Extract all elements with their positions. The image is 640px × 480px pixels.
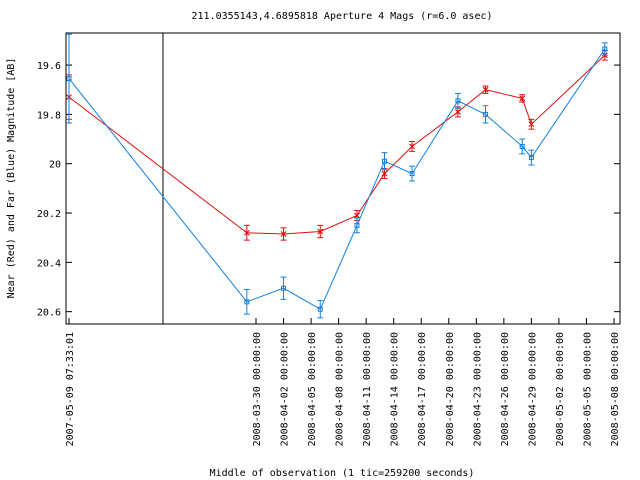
- y-tick-label: 20.6: [37, 308, 61, 319]
- y-tick-label: 20.2: [37, 209, 61, 220]
- series-near-red: [66, 49, 608, 241]
- series-layer: [66, 33, 608, 319]
- x-tick-label: 2008-05-02 00:00:00: [555, 332, 566, 446]
- y-tick-label: 20: [49, 160, 61, 171]
- data-point: [482, 111, 488, 117]
- x-tick-label: 2008-04-11 00:00:00: [362, 332, 373, 446]
- data-point: [66, 76, 72, 82]
- data-point: [409, 171, 415, 177]
- data-point: [602, 46, 608, 52]
- x-tick-label: 2008-04-26 00:00:00: [500, 332, 511, 446]
- data-point: [455, 108, 461, 115]
- x-tick-label: 2008-04-14 00:00:00: [390, 332, 401, 446]
- plot-frame: [65, 32, 621, 325]
- data-point: [280, 231, 287, 237]
- x-tick-label: 2007-05-09 07:33:01: [65, 332, 76, 446]
- data-point: [528, 155, 534, 161]
- data-point: [244, 299, 250, 305]
- x-tick-label: 2008-04-20 00:00:00: [445, 332, 456, 446]
- y-tick-label: 20.4: [37, 258, 61, 269]
- data-point: [243, 229, 250, 236]
- data-point: [317, 306, 323, 312]
- x-tick-label: 2008-04-02 00:00:00: [280, 332, 291, 446]
- x-tick-label: 2008-04-05 00:00:00: [307, 332, 318, 446]
- data-point: [317, 228, 324, 235]
- x-tick-label: 2008-05-08 00:00:00: [610, 332, 621, 446]
- data-point: [528, 121, 535, 128]
- series-line: [68, 48, 606, 310]
- series-line: [68, 54, 606, 235]
- y-tick-label: 19.8: [37, 110, 61, 121]
- chart-title: 211.0355143,4.6895818 Aperture 4 Mags (r…: [191, 11, 492, 22]
- x-tick-label: 2008-04-23 00:00:00: [472, 332, 483, 446]
- x-axis-label: Middle of observation (1 tic=259200 seco…: [210, 468, 475, 479]
- series-far-blue: [66, 33, 608, 319]
- data-point: [519, 95, 526, 102]
- data-point: [382, 158, 388, 164]
- data-point: [354, 222, 360, 228]
- y-axis-label: Near (Red) and Far (Blue) Magnitude [AB]: [6, 58, 17, 299]
- data-point: [482, 86, 489, 93]
- data-point: [354, 212, 360, 219]
- data-point: [381, 170, 388, 177]
- data-point: [455, 98, 461, 104]
- x-tick-label: 2008-04-29 00:00:00: [527, 332, 538, 446]
- data-point: [409, 143, 415, 150]
- x-axis-ticks: 2007-05-09 07:33:01 2008-03-30 00:00:00 20…: [65, 318, 621, 446]
- data-point: [281, 285, 287, 291]
- x-tick-label: 2008-04-17 00:00:00: [417, 332, 428, 446]
- y-tick-label: 19.6: [37, 61, 61, 72]
- y-axis-ticks: 19.6 19.8 20 20.2 20.4 20.6: [37, 61, 620, 319]
- data-point: [519, 143, 525, 149]
- x-tick-label: 2008-05-05 00:00:00: [582, 332, 593, 446]
- x-tick-label: 2008-03-30 00:00:00: [252, 332, 263, 446]
- x-tick-label: 2008-04-08 00:00:00: [335, 332, 346, 446]
